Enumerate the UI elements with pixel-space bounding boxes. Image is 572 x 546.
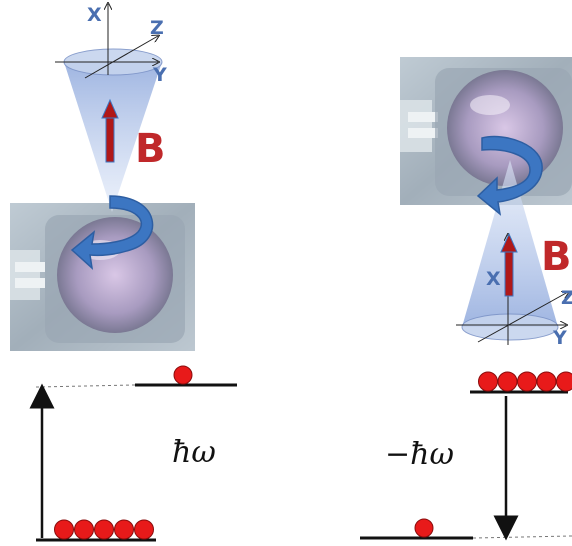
right-upper-atoms [478,371,572,392]
atom [114,519,134,540]
atom [54,519,74,540]
atom [478,371,498,392]
left-axis-x-label: X [87,4,102,26]
left-vapor-cell-photo [10,203,195,351]
atom [517,371,537,392]
left-field-label: B [135,126,166,172]
right-vapor-cell-photo [400,57,572,205]
right-axis-y-label: Y [552,327,567,349]
left-upper-atoms [173,365,193,385]
left-axis-z-label: Z [150,17,164,39]
atom [74,519,94,540]
atom [536,371,557,392]
left-upper-dashed-ref [35,384,136,388]
right-field-arrow [500,232,518,297]
right-energy-label: −ħω [385,437,454,472]
right-energy-levels [360,390,572,541]
right-lower-atoms [414,518,434,538]
right-rotation-arrow [476,135,543,216]
atom [497,371,518,392]
left-lower-atoms [54,519,154,540]
atom [173,365,193,385]
left-energy-levels [29,383,237,542]
left-axis-y-label: Y [152,64,167,86]
atom [414,518,434,538]
right-axes: X Z Y [456,235,572,349]
atom [94,519,114,540]
right-lower-dashed-ref [472,535,572,539]
left-energy-label: ħω [172,435,216,470]
right-field-label: B [541,234,572,280]
atom [556,371,572,392]
left-rotation-arrow [70,195,154,270]
left-field-arrow [101,98,119,163]
atom [134,519,154,540]
right-axis-z-label: Z [561,287,572,309]
right-axis-x-label: X [486,268,501,290]
left-axes: X Z Y [55,4,167,86]
